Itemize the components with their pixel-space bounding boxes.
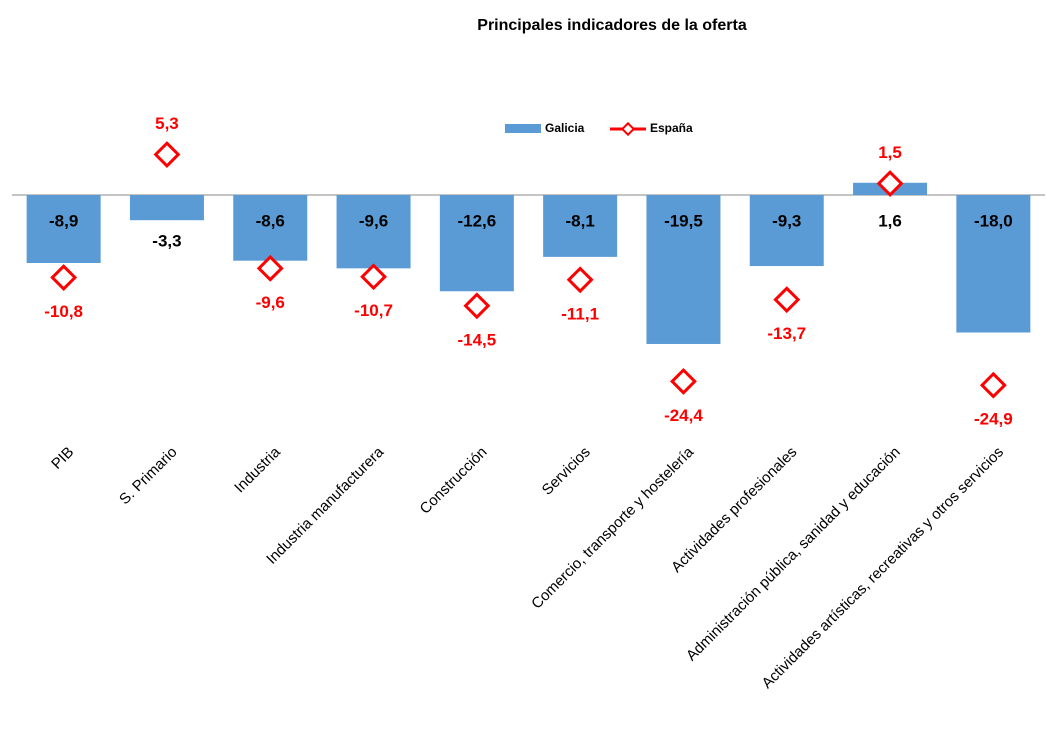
bar xyxy=(956,195,1031,333)
x-tick-label: Industria xyxy=(231,443,284,496)
marker-label: -24,9 xyxy=(974,410,1013,429)
bar-label: -18,0 xyxy=(974,211,1013,230)
x-tick-label: Administración pública, sanidad y educac… xyxy=(683,444,904,665)
marker xyxy=(153,141,181,168)
marker-label: -9,6 xyxy=(256,293,285,312)
bar xyxy=(129,195,204,221)
marker xyxy=(979,371,1007,399)
marker-label: -10,7 xyxy=(354,301,393,320)
x-tick-label: Comercio, transporte y hostelería xyxy=(528,443,697,612)
marker-label: 1,5 xyxy=(878,143,902,162)
bar-label: -8,1 xyxy=(566,211,595,230)
bar-label: -19,5 xyxy=(664,211,703,230)
legend-label: Galicia xyxy=(545,121,585,135)
marker-label: -14,5 xyxy=(457,330,496,349)
bar-label: -8,9 xyxy=(49,211,78,230)
marker xyxy=(566,266,594,294)
bar-label: -9,3 xyxy=(772,211,801,230)
bar xyxy=(26,195,101,263)
marker xyxy=(876,170,904,197)
legend-marker xyxy=(620,121,636,137)
x-tick-label: Servicios xyxy=(539,444,594,499)
bar-label: -3,3 xyxy=(152,232,181,251)
chart-title: Principales indicadores de la oferta xyxy=(477,17,747,34)
marker xyxy=(50,264,78,291)
marker-label: -13,7 xyxy=(767,324,806,343)
x-tick-label: Industria manufacturera xyxy=(263,443,388,568)
x-tick-label: Actividades artísticas, recreativas y ot… xyxy=(759,444,1007,692)
bar xyxy=(646,195,721,344)
marker xyxy=(256,254,284,282)
bar xyxy=(543,195,618,257)
bar xyxy=(336,195,411,269)
bar-label: -9,6 xyxy=(359,211,388,230)
marker xyxy=(773,286,801,314)
x-tick-label: PIB xyxy=(48,444,77,473)
marker xyxy=(463,292,491,320)
legend-swatch xyxy=(505,124,541,133)
marker xyxy=(670,367,697,395)
bar xyxy=(233,195,308,261)
bar xyxy=(439,195,514,292)
bar-label: -12,6 xyxy=(457,211,496,230)
bar xyxy=(749,195,824,267)
legend-label: España xyxy=(650,121,693,135)
marker xyxy=(360,263,387,291)
x-tick-label: Construcción xyxy=(417,444,491,518)
bar-label: 1,6 xyxy=(878,211,902,230)
bar-label: -8,6 xyxy=(256,211,285,230)
marker-label: -10,8 xyxy=(44,302,83,321)
x-tick-label: S. Primario xyxy=(116,444,180,508)
marker-label: -24,4 xyxy=(664,406,703,425)
marker-label: 5,3 xyxy=(155,114,179,133)
marker-label: -11,1 xyxy=(561,304,599,323)
